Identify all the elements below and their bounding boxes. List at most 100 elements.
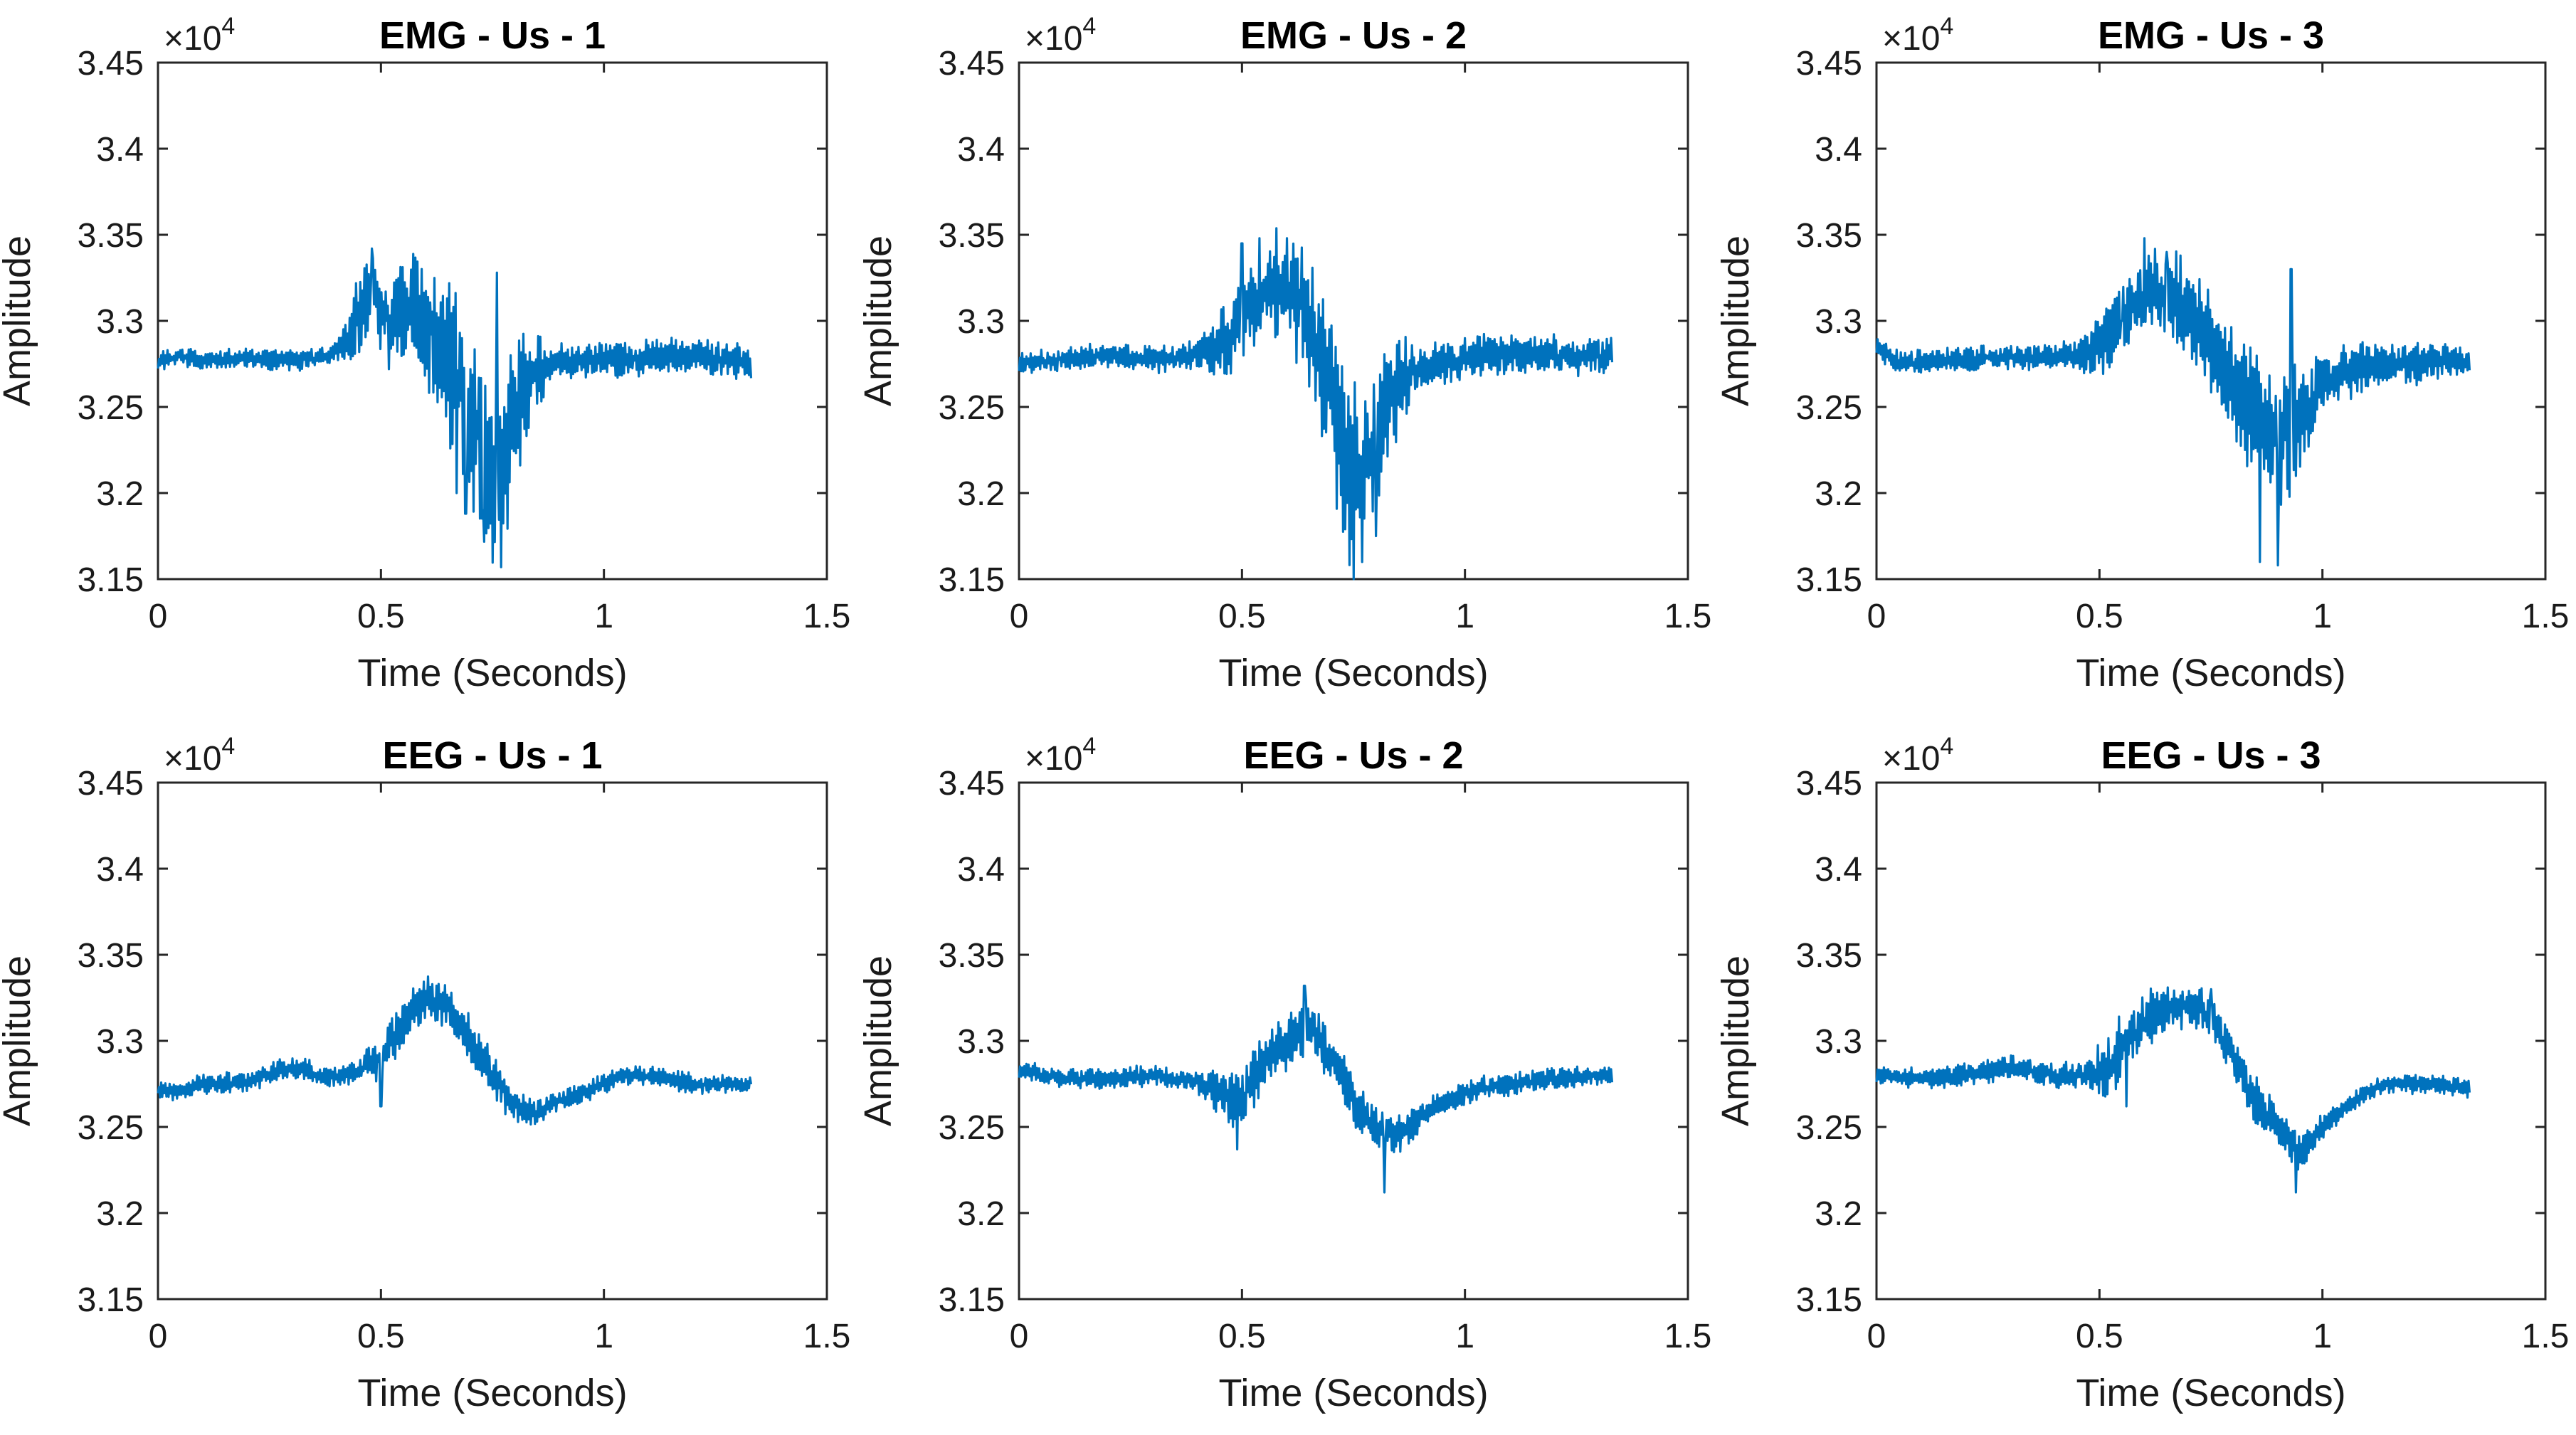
- y-tick-label: 3.3: [957, 1023, 1005, 1061]
- y-tick-label: 3.25: [939, 1109, 1005, 1147]
- signal-trace-emg: [157, 247, 753, 568]
- y-tick-label: 3.3: [957, 303, 1005, 341]
- x-axis-label: Time (Seconds): [2076, 652, 2345, 694]
- axis-multiplier-exponent: 4: [1082, 733, 1096, 760]
- y-tick-label: 3.15: [939, 1281, 1005, 1319]
- y-tick-label: 3.35: [1796, 217, 1862, 255]
- y-tick-label: 3.4: [96, 851, 144, 889]
- axis-multiplier-exponent: 4: [1940, 733, 1953, 760]
- y-tick-label: 3.3: [1815, 1023, 1862, 1061]
- axis-multiplier-base: ×10: [1025, 20, 1082, 58]
- y-axis-label: Amplitude: [0, 235, 38, 406]
- axis-multiplier-base: ×10: [1882, 740, 1940, 778]
- chart-title: EMG - Us - 2: [1240, 14, 1467, 57]
- y-axis-label: Amplitude: [1714, 955, 1757, 1126]
- y-tick-label: 3.4: [957, 131, 1005, 169]
- plot-area: [1018, 781, 1689, 1301]
- chart-title: EEG - Us - 1: [382, 734, 602, 777]
- y-tick-label: 3.45: [78, 765, 144, 803]
- y-tick-label: 3.45: [1796, 765, 1862, 803]
- chart-title: EMG - Us - 3: [2098, 14, 2324, 57]
- x-tick-label: 0: [1010, 598, 1029, 635]
- signal-trace-emg: [1018, 227, 1614, 581]
- axis-multiplier-base: ×10: [1025, 740, 1082, 778]
- y-axis-label: Amplitude: [0, 955, 38, 1126]
- y-tick-label: 3.25: [939, 389, 1005, 427]
- y-tick-label: 3.15: [78, 1281, 144, 1319]
- y-tick-label: 3.35: [1796, 937, 1862, 975]
- y-tick-label: 3.4: [1815, 131, 1862, 169]
- y-tick-label: 3.15: [78, 561, 144, 599]
- y-tick-label: 3.3: [1815, 303, 1862, 341]
- y-tick-label: 3.15: [1796, 561, 1862, 599]
- axis-multiplier: ×104: [1025, 13, 1096, 58]
- axis-multiplier: ×104: [164, 733, 235, 778]
- axis-multiplier-exponent: 4: [221, 13, 235, 40]
- x-tick-label: 1.5: [803, 598, 851, 635]
- x-axis-label: Time (Seconds): [2076, 1372, 2345, 1414]
- x-tick-label: 1.5: [1664, 1318, 1712, 1355]
- plot-area: [1875, 781, 2547, 1301]
- x-tick-label: 0.5: [2076, 598, 2123, 635]
- y-tick-label: 3.35: [939, 217, 1005, 255]
- x-axis-label: Time (Seconds): [357, 1372, 627, 1414]
- axis-multiplier: ×104: [1025, 733, 1096, 778]
- axis-multiplier: ×104: [1882, 733, 1953, 778]
- y-tick-label: 3.4: [957, 851, 1005, 889]
- y-tick-label: 3.25: [78, 389, 144, 427]
- signal-trace-eeg: [1875, 986, 2471, 1194]
- y-axis-label: Amplitude: [857, 955, 899, 1126]
- chart-panel-2: EMG - Us - 2 ×104 3.15 3.2 3.25 3.3 3.35 3.4 3.4…: [857, 13, 1711, 694]
- y-tick-label: 3.3: [96, 303, 144, 341]
- x-axis-label: Time (Seconds): [1218, 1372, 1488, 1414]
- x-tick-label: 1: [2313, 1318, 2332, 1355]
- x-tick-label: 0.5: [1218, 598, 1266, 635]
- x-tick-label: 0: [1867, 1318, 1886, 1355]
- chart-panel-6: EEG - Us - 3 ×104 3.15 3.2 3.25 3.3 3.35 3.4 3.4…: [1714, 733, 2569, 1414]
- y-tick-label: 3.3: [96, 1023, 144, 1061]
- x-tick-label: 0: [1010, 1318, 1029, 1355]
- x-tick-label: 0.5: [357, 598, 405, 635]
- x-tick-label: 1.5: [1664, 598, 1712, 635]
- y-tick-label: 3.4: [1815, 851, 1862, 889]
- y-tick-label: 3.2: [957, 1195, 1005, 1233]
- y-tick-label: 3.15: [1796, 1281, 1862, 1319]
- x-tick-label: 1: [2313, 598, 2332, 635]
- axis-multiplier-base: ×10: [164, 20, 221, 58]
- x-tick-label: 0: [149, 598, 168, 635]
- y-tick-label: 3.4: [96, 131, 144, 169]
- y-tick-label: 3.45: [1796, 45, 1862, 83]
- axis-multiplier: ×104: [1882, 13, 1953, 58]
- y-tick-label: 3.2: [957, 475, 1005, 513]
- y-tick-label: 3.45: [939, 45, 1005, 83]
- axis-multiplier: ×104: [164, 13, 235, 58]
- chart-panel-5: EEG - Us - 2 ×104 3.15 3.2 3.25 3.3 3.35 3.4 3.4…: [857, 733, 1711, 1414]
- axis-multiplier-exponent: 4: [221, 733, 235, 760]
- signal-trace-eeg: [1018, 985, 1614, 1194]
- axis-multiplier-base: ×10: [164, 740, 221, 778]
- y-tick-label: 3.35: [939, 937, 1005, 975]
- x-tick-label: 0.5: [2076, 1318, 2123, 1355]
- x-tick-label: 1: [594, 598, 613, 635]
- y-tick-label: 3.45: [939, 765, 1005, 803]
- x-axis-label: Time (Seconds): [357, 652, 627, 694]
- axis-multiplier-exponent: 4: [1940, 13, 1953, 40]
- chart-title: EEG - Us - 3: [2101, 734, 2321, 777]
- y-tick-label: 3.25: [1796, 389, 1862, 427]
- y-tick-label: 3.2: [96, 475, 144, 513]
- y-axis-label: Amplitude: [857, 235, 899, 406]
- chart-panel-3: EMG - Us - 3 ×104 3.15 3.2 3.25 3.3 3.35 3.4 3.4…: [1714, 13, 2569, 694]
- x-tick-label: 1.5: [803, 1318, 851, 1355]
- x-tick-label: 0: [1867, 598, 1886, 635]
- chart-panel-1: EMG - Us - 1 ×104 3.15 3.2 3.25 3.3 3.35 3.4 3.4…: [0, 13, 850, 694]
- y-tick-label: 3.2: [1815, 1195, 1862, 1233]
- x-tick-label: 1.5: [2522, 1318, 2570, 1355]
- axis-multiplier-base: ×10: [1882, 20, 1940, 58]
- chart-title: EMG - Us - 1: [379, 14, 606, 57]
- y-tick-label: 3.2: [96, 1195, 144, 1233]
- x-tick-label: 0: [149, 1318, 168, 1355]
- y-axis-label: Amplitude: [1714, 235, 1757, 406]
- signal-trace-emg: [1875, 237, 2471, 567]
- y-tick-label: 3.2: [1815, 475, 1862, 513]
